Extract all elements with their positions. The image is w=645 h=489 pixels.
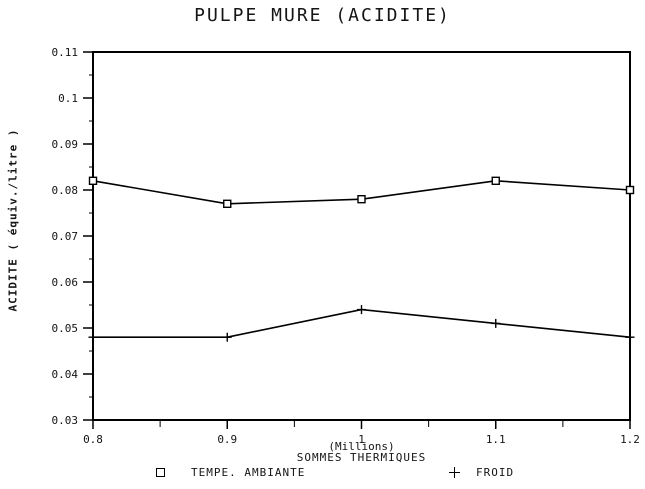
- legend-label: FROID: [476, 466, 515, 479]
- y-tick-label: 0.09: [52, 138, 79, 151]
- x-tick-label: 1: [358, 433, 365, 446]
- x-tick-label: 0.9: [217, 433, 237, 446]
- x-axis-title: SOMMES THERMIQUES: [296, 451, 427, 464]
- plot-frame: [92, 51, 631, 421]
- legend-item-tempe-ambiante: TEMPE. AMBIANTE: [156, 466, 305, 479]
- y-tick-label: 0.1: [58, 92, 78, 105]
- y-tick-label: 0.05: [52, 322, 79, 335]
- data-point-square: [491, 176, 500, 186]
- plus-marker-icon: [449, 467, 460, 478]
- y-tick-label: 0.03: [52, 414, 79, 427]
- chart-title: PULPE MURE (ACIDITE): [194, 5, 451, 26]
- data-point-square: [223, 199, 232, 209]
- x-tick-label: 0.8: [83, 433, 103, 446]
- legend-item-froid: FROID: [449, 466, 514, 479]
- y-tick-label: 0.11: [52, 46, 79, 59]
- y-tick-label: 0.06: [52, 276, 79, 289]
- legend: TEMPE. AMBIANTE FROID: [0, 466, 645, 482]
- square-marker-icon: [156, 468, 165, 477]
- y-tick-label: 0.08: [52, 184, 79, 197]
- data-point-square: [625, 185, 635, 195]
- data-point-square: [357, 194, 366, 204]
- x-tick-label: 1.2: [620, 433, 640, 446]
- x-tick-label: 1.1: [486, 433, 506, 446]
- data-point-square: [88, 176, 98, 186]
- y-tick-label: 0.07: [52, 230, 79, 243]
- x-axis-multiplier: (Millions): [328, 440, 395, 453]
- y-tick-label: 0.04: [52, 368, 79, 381]
- legend-label: TEMPE. AMBIANTE: [191, 466, 306, 479]
